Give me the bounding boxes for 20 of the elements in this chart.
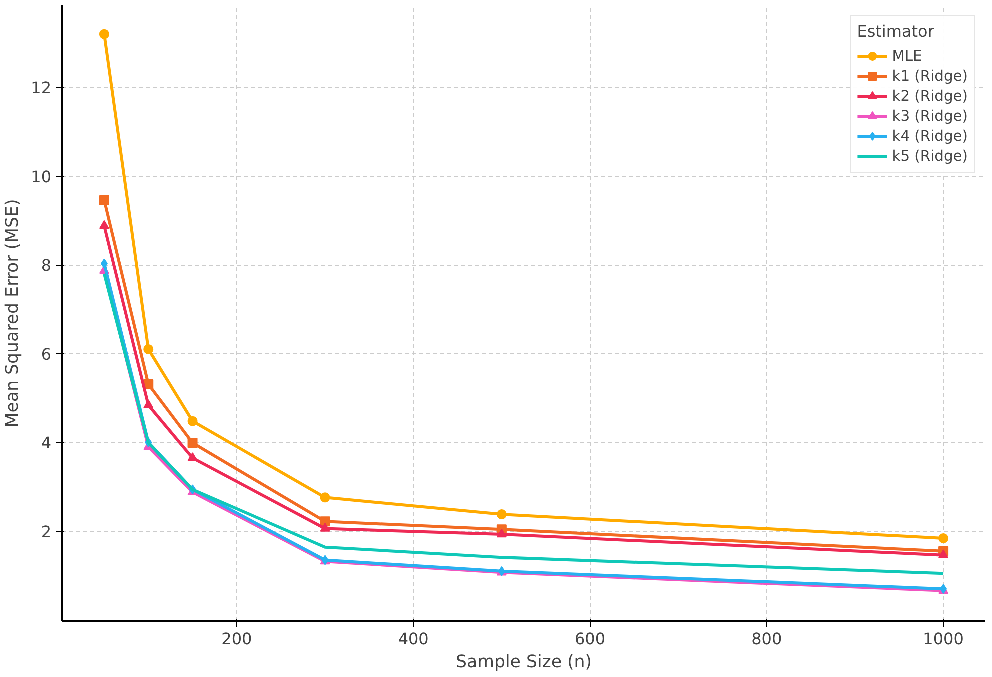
y-tick-label: 10 <box>31 167 52 186</box>
y-tick-label: 8 <box>41 256 52 276</box>
x-tick-label: 400 <box>398 630 429 648</box>
x-tick-label: 200 <box>222 630 252 648</box>
y-tick-label: 12 <box>31 78 52 98</box>
y-axis-title: Mean Squared Error (MSE) <box>3 199 24 428</box>
x-tick-label: 800 <box>752 630 782 648</box>
x-axis-title: Sample Size (n) <box>456 652 592 672</box>
legend-label: k2 (Ridge) <box>892 88 968 104</box>
x-tick-label: 1000 <box>923 630 964 648</box>
legend-label: k1 (Ridge) <box>892 68 968 84</box>
legend-label: k5 (Ridge) <box>892 148 968 164</box>
legend-label: k4 (Ridge) <box>892 128 968 144</box>
x-tick-label: 600 <box>574 630 606 648</box>
legend-label: k3 (Ridge) <box>892 108 968 124</box>
legend-title: Estimator <box>857 22 936 41</box>
y-tick-label: 2 <box>41 522 52 542</box>
y-tick-label: 6 <box>41 344 52 364</box>
legend-label: MLE <box>892 48 922 64</box>
y-tick-label: 4 <box>41 434 52 453</box>
